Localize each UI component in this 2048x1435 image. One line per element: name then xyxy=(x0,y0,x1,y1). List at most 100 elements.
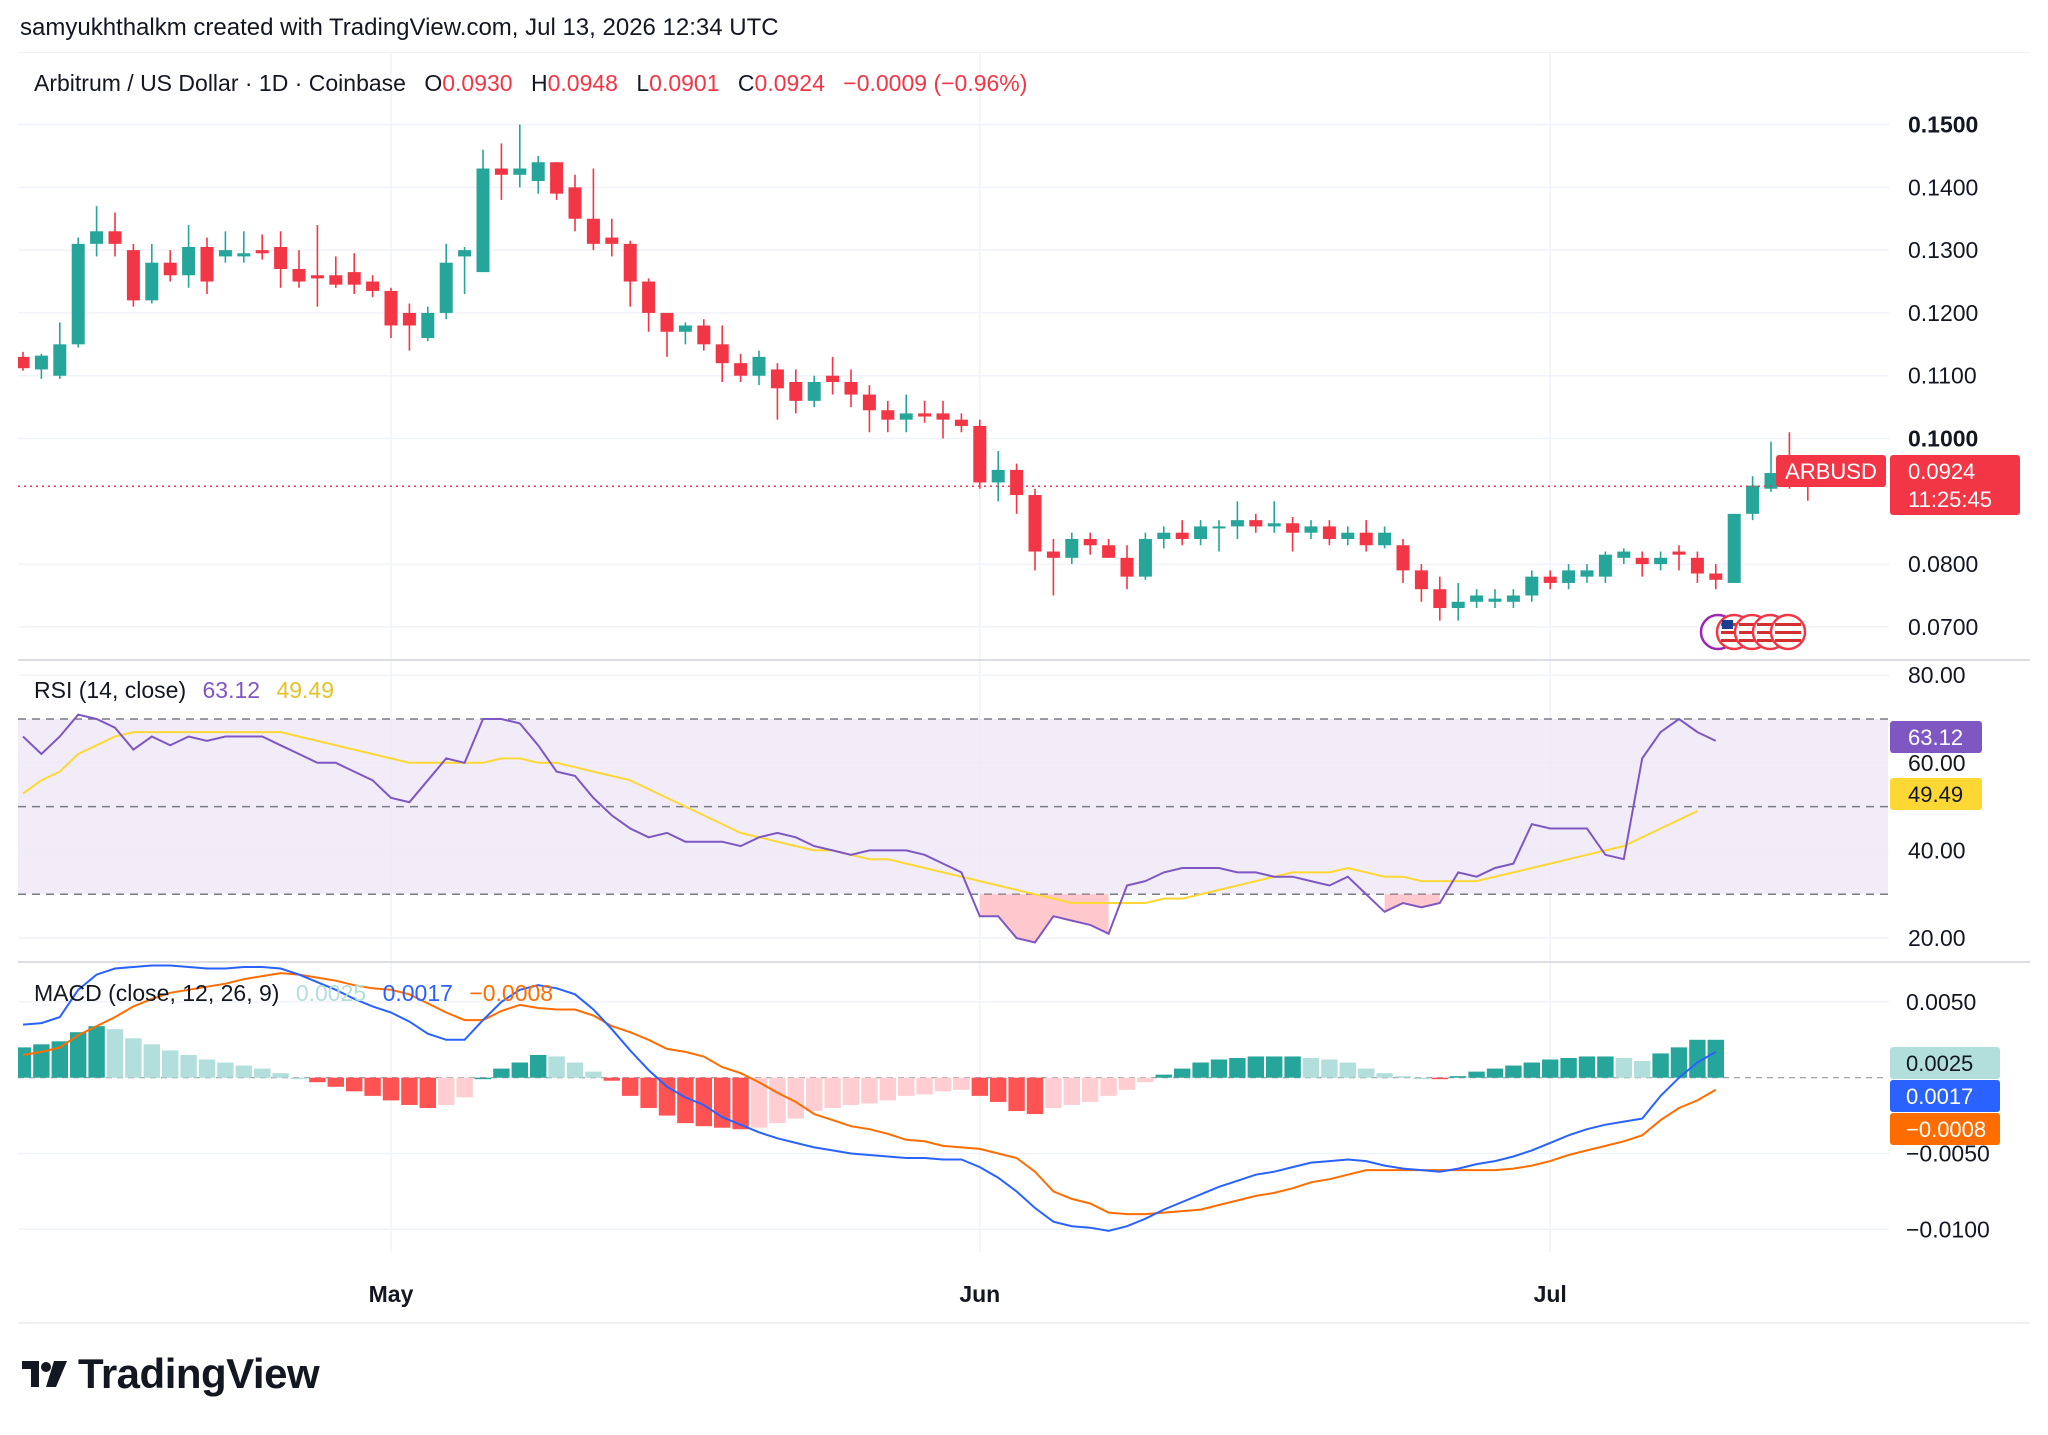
us-flag-icon[interactable] xyxy=(1769,613,1807,651)
candle-body xyxy=(347,272,361,285)
tradingview-logo[interactable]: TradingView xyxy=(22,1350,320,1397)
candle-body xyxy=(1212,526,1226,529)
macd-signal-badge-text: −0.0008 xyxy=(1906,1117,1986,1142)
candle xyxy=(991,451,1005,502)
macd-line-legend-value: 0.0017 xyxy=(383,980,453,1006)
macd-line-badge-text: 0.0017 xyxy=(1906,1084,1973,1109)
candle xyxy=(1654,551,1668,571)
macd-histogram-bar xyxy=(1431,1077,1448,1080)
macd-layer xyxy=(18,964,1888,1232)
close-label: C xyxy=(738,70,755,96)
candle-body xyxy=(1378,532,1392,546)
candle-body xyxy=(18,356,30,369)
candle-body xyxy=(1562,570,1576,583)
candle-body xyxy=(678,325,692,332)
macd-histogram-bar xyxy=(1505,1065,1522,1078)
candle xyxy=(1010,463,1024,514)
macd-histogram-bar xyxy=(272,1073,289,1078)
macd-tick-label: 0.0050 xyxy=(1906,989,1976,1015)
rsi-value-badge-text: 63.12 xyxy=(1908,725,1963,750)
candle xyxy=(402,303,416,351)
rsi-ma-line xyxy=(22,731,1698,904)
candle-body xyxy=(899,413,913,420)
macd-histogram-bar xyxy=(70,1032,87,1078)
candle-body xyxy=(494,168,508,175)
candle xyxy=(1451,582,1465,621)
macd-histogram-bar xyxy=(677,1077,694,1124)
macd-histogram-bar xyxy=(1100,1077,1117,1096)
candle xyxy=(918,400,932,423)
macd-histogram-bar xyxy=(1192,1062,1209,1078)
candle-body xyxy=(476,168,490,273)
macd-histogram-bar xyxy=(1394,1076,1412,1078)
candle-body xyxy=(586,218,600,244)
candle xyxy=(53,322,67,379)
candle xyxy=(237,231,251,263)
rsi-legend-label: RSI (14, close) xyxy=(34,677,186,703)
last-price-badge xyxy=(1890,455,2020,515)
macd-histogram-bar xyxy=(235,1065,252,1078)
macd-histogram-bar xyxy=(787,1077,804,1119)
candle-body xyxy=(1304,526,1318,533)
macd-histogram-bar xyxy=(1615,1057,1632,1078)
macd-histogram-bar xyxy=(1302,1057,1320,1078)
rsi-tick-label: 80.00 xyxy=(1908,662,1966,688)
candle-body xyxy=(1010,469,1024,496)
candle-body xyxy=(274,247,288,269)
candle xyxy=(550,162,564,200)
candle-body xyxy=(1746,485,1760,514)
candle-body xyxy=(531,162,545,182)
candle xyxy=(71,237,85,348)
macd-histogram-bar xyxy=(916,1077,933,1095)
candle xyxy=(310,225,324,307)
candle xyxy=(145,243,159,304)
candle xyxy=(954,413,968,433)
candle-body xyxy=(126,250,140,301)
macd-histogram-bar xyxy=(1137,1077,1154,1083)
candle xyxy=(1120,545,1134,590)
candle xyxy=(862,385,876,433)
axis-layer: May Jun Jul 0.1500 0.1400 0.1300 0.1200 0.1100 0… xyxy=(369,112,1990,1307)
candle-body xyxy=(954,419,968,426)
candle-body xyxy=(1028,495,1042,552)
candle xyxy=(1764,441,1778,492)
event-markers[interactable] xyxy=(1699,613,1807,651)
macd-histogram-bar xyxy=(1450,1076,1467,1078)
candle-body xyxy=(182,247,196,276)
macd-histogram-bar xyxy=(1247,1056,1264,1078)
macd-histogram-bar xyxy=(1597,1056,1614,1078)
candle xyxy=(255,234,269,260)
candle-body xyxy=(53,344,67,376)
macd-histogram-bar xyxy=(732,1077,749,1130)
candle-body xyxy=(826,375,840,382)
candle-body xyxy=(1083,538,1097,546)
candle-body xyxy=(255,250,269,254)
candle-body xyxy=(1598,554,1612,577)
candle xyxy=(844,369,858,408)
candle xyxy=(531,155,545,194)
macd-histogram-bar xyxy=(622,1077,639,1096)
macd-histogram-bar xyxy=(530,1054,547,1078)
candle-body xyxy=(71,243,85,345)
candle-body xyxy=(1709,573,1723,580)
candle-body xyxy=(1102,545,1116,558)
macd-histogram-bar xyxy=(1689,1039,1706,1078)
macd-histogram-bar xyxy=(401,1077,418,1105)
candle-body xyxy=(1286,523,1300,533)
macd-histogram-bar xyxy=(1560,1057,1577,1078)
candle-body xyxy=(421,312,435,339)
candle xyxy=(936,400,950,439)
macd-histogram-bar xyxy=(1542,1059,1559,1078)
candle-body xyxy=(1414,570,1428,590)
macd-histogram-bar xyxy=(548,1056,565,1078)
macd-histogram-bar xyxy=(953,1077,970,1090)
macd-histogram-bar xyxy=(1339,1062,1356,1078)
candle-body xyxy=(1267,523,1281,527)
rsi-band xyxy=(18,718,1888,896)
candle xyxy=(1617,548,1631,565)
macd-histogram-bar xyxy=(309,1077,326,1083)
candle xyxy=(881,400,895,433)
macd-histogram-bar xyxy=(1118,1077,1136,1090)
macd-histogram-bar xyxy=(1155,1074,1172,1078)
candle xyxy=(182,225,196,288)
